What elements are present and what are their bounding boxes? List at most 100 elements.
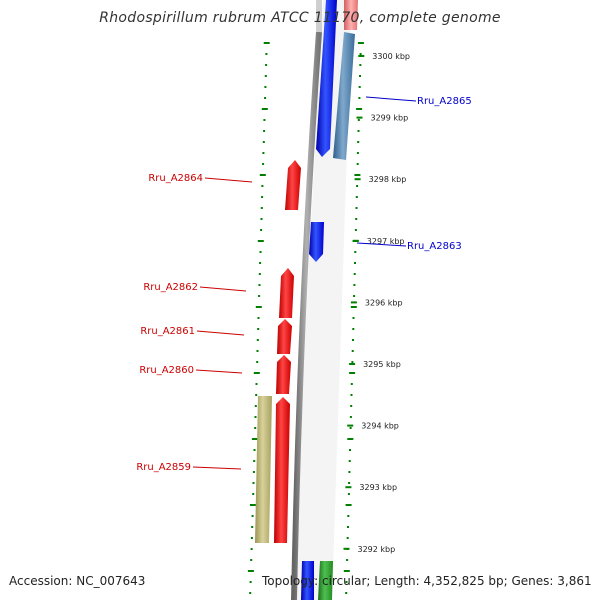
feature-blue-bottom <box>301 561 314 600</box>
outer-ring-tick <box>263 130 266 132</box>
outer-ring-tick <box>255 383 258 385</box>
inner-ring-tick <box>354 262 356 264</box>
outer-ring-tick <box>259 262 262 264</box>
outer-ring-tick <box>250 537 253 539</box>
outer-ring-tick <box>253 449 256 451</box>
gene-label-rru-a2863: Rru_A2863 <box>407 241 462 252</box>
outer-ring-tick <box>259 174 266 176</box>
gene-label-rru-a2865: Rru_A2865 <box>417 96 472 107</box>
outer-ring-tick <box>255 394 258 396</box>
inner-ring-tick <box>357 42 364 44</box>
kbp-label: 3293 kbp <box>359 483 397 492</box>
inner-ring-tick <box>354 174 361 176</box>
leader-rru-a2863 <box>356 242 407 247</box>
inner-ring-tick <box>350 405 353 407</box>
inner-ring-tick <box>355 207 358 209</box>
outer-ring-tick <box>250 548 253 550</box>
inner-ring-tick <box>345 504 352 506</box>
outer-ring-tick <box>251 526 254 528</box>
outer-ring-tick <box>252 471 255 473</box>
inner-ring-tick <box>353 284 356 286</box>
gene-label-rru-a2859: Rru_A2859 <box>136 462 191 473</box>
feature-rru-a2864 <box>285 160 301 210</box>
outer-ring-tick <box>250 559 253 561</box>
kbp-tick <box>354 178 361 181</box>
inner-ring-tick <box>349 416 352 418</box>
outer-ring-tick <box>249 581 252 583</box>
gene-label-rru-a2864: Rru_A2864 <box>148 173 203 184</box>
feature-rru-a2862 <box>279 268 294 318</box>
inner-ring-tick <box>356 152 359 154</box>
outer-ring-tick <box>251 438 258 440</box>
feature-rru-a2860 <box>276 355 291 394</box>
inner-ring-tick <box>353 273 356 275</box>
inner-ring-tick <box>350 383 353 385</box>
outer-ring-tick <box>252 493 255 495</box>
inner-ring-tick <box>359 53 362 55</box>
outer-ring-tick <box>260 207 263 209</box>
outer-ring-tick <box>255 306 262 308</box>
outer-ring-tick <box>253 372 260 374</box>
gene-labels: Rru_A2865 Rru_A2864 Rru_A2863 Rru_A2862 … <box>136 96 471 473</box>
gene-label-rru-a2862: Rru_A2862 <box>143 282 198 293</box>
outer-ring-tick <box>254 416 257 418</box>
outer-ring-tick <box>264 86 267 88</box>
inner-ring-tick <box>347 493 350 495</box>
inner-ring-tick <box>356 108 363 110</box>
inner-ring-tick <box>352 328 355 330</box>
outer-ring-tick <box>256 339 259 341</box>
inner-ring-tick <box>357 119 360 121</box>
kbp-label: 3297 kbp <box>367 237 405 246</box>
kbp-label: 3294 kbp <box>361 422 399 431</box>
inner-ring-tick <box>357 130 360 132</box>
leader-rru-a2862 <box>199 286 247 292</box>
outer-ring-tick <box>252 482 255 484</box>
feature-rru-a2865-forward <box>316 0 337 157</box>
inner-ring-tick <box>350 306 357 308</box>
inner-ring-tick <box>350 394 353 396</box>
inner-ring-tick <box>352 339 354 341</box>
inner-ring-tick <box>346 537 349 539</box>
outer-ring-tick <box>258 273 261 275</box>
inner-ring-tick <box>346 559 349 561</box>
inner-ring-tick <box>348 471 351 473</box>
gene-leader-lines <box>192 96 417 470</box>
inner-ring-tick <box>351 361 354 363</box>
kbp-label: 3295 kbp <box>363 360 401 369</box>
feature-rru-a2859 <box>274 397 290 543</box>
inner-ring-tick <box>355 196 358 198</box>
inner-ring-tick <box>349 372 356 374</box>
outer-ring-tick <box>263 119 266 121</box>
outer-ring-tick <box>265 53 268 55</box>
kbp-label: 3292 kbp <box>358 545 396 554</box>
outer-ring-tick <box>253 460 256 462</box>
outer-ring-tick <box>256 361 259 363</box>
kbp-tick <box>350 301 357 304</box>
inner-ring-tick <box>349 449 351 451</box>
gene-label-rru-a2861: Rru_A2861 <box>140 326 195 337</box>
kbp-tick <box>345 486 352 489</box>
kbp-tick <box>349 363 356 365</box>
outer-ring-tick <box>262 152 265 154</box>
outer-ring-tick <box>254 427 257 429</box>
inner-ring-tick <box>355 218 358 220</box>
kbp-tick <box>347 424 354 427</box>
leader-rru-a2864 <box>204 177 253 183</box>
gene-label-rru-a2860: Rru_A2860 <box>139 365 194 376</box>
inner-ring-tick <box>347 526 349 528</box>
outer-ring-tick <box>258 284 261 286</box>
leader-rru-a2861 <box>196 330 245 336</box>
kbp-tick <box>356 116 363 119</box>
inner-ring-tick <box>353 295 356 297</box>
outer-ring-tick <box>261 196 264 198</box>
inner-ring-tick <box>348 460 351 462</box>
kbp-tick <box>358 55 365 57</box>
leader-rru-a2859 <box>192 466 242 470</box>
outer-ring-tick <box>257 328 260 330</box>
inner-ring-tick <box>347 438 354 440</box>
leader-rru-a2865 <box>365 96 417 102</box>
inner-ring-tick <box>349 427 352 429</box>
outer-ring-tick <box>256 350 259 352</box>
backbone-cap <box>316 0 322 32</box>
inner-ring-tick <box>356 163 359 165</box>
